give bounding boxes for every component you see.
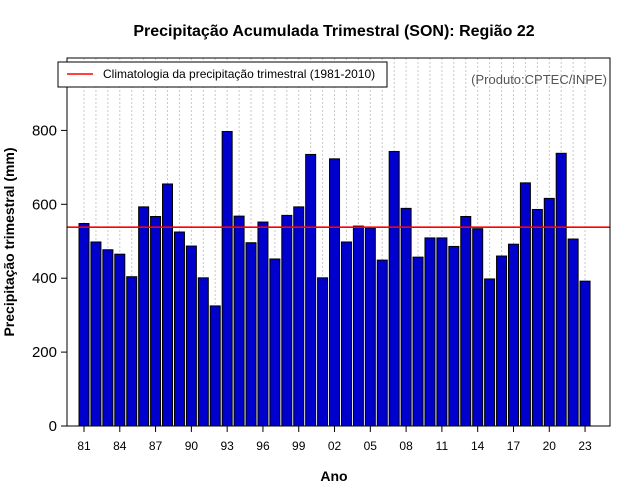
bar-2013 bbox=[460, 215, 472, 427]
bar-2001 bbox=[317, 277, 329, 427]
bar-2020 bbox=[543, 197, 555, 427]
y-axis: 0 200 400 600 800 bbox=[32, 122, 67, 435]
bar-2015 bbox=[484, 278, 496, 427]
x-tick-label: 93 bbox=[220, 439, 234, 453]
x-tick-label: 11 bbox=[436, 439, 449, 453]
bar-2006 bbox=[376, 259, 388, 427]
bar-1988 bbox=[162, 183, 174, 427]
x-tick-label: 81 bbox=[77, 439, 91, 453]
bar-2018 bbox=[519, 182, 531, 427]
bar-1994 bbox=[233, 215, 245, 427]
x-tick-label: 02 bbox=[328, 439, 342, 453]
y-tick-label: 600 bbox=[32, 196, 57, 213]
bar-2005 bbox=[364, 227, 376, 427]
bar-2008 bbox=[400, 207, 412, 427]
bar-1995 bbox=[245, 242, 257, 427]
x-tick-label: 08 bbox=[399, 439, 413, 453]
legend: Climatologia da precipitação trimestral … bbox=[57, 61, 388, 88]
bar-1987 bbox=[150, 215, 162, 427]
y-tick-label: 400 bbox=[32, 270, 57, 287]
bar-2017 bbox=[507, 243, 519, 427]
bar-2016 bbox=[496, 255, 508, 427]
y-tick-label: 800 bbox=[32, 122, 57, 139]
bar-2023 bbox=[579, 280, 591, 427]
y-tick-label: 0 bbox=[49, 418, 57, 435]
bar-1984 bbox=[114, 253, 126, 427]
x-tick-label: 17 bbox=[507, 439, 521, 453]
bar-2019 bbox=[531, 208, 543, 427]
bar-1982 bbox=[90, 241, 102, 427]
bar-1997 bbox=[269, 258, 281, 427]
y-tick-label: 200 bbox=[32, 344, 57, 361]
bar-1981 bbox=[78, 223, 90, 427]
bar-2004 bbox=[352, 225, 364, 427]
bar-2003 bbox=[340, 241, 352, 427]
legend-label: Climatologia da precipitação trimestral … bbox=[103, 67, 375, 81]
x-tick-label: 90 bbox=[185, 439, 199, 453]
x-tick-label: 14 bbox=[471, 439, 485, 453]
bar-1986 bbox=[138, 206, 150, 427]
bar-1983 bbox=[102, 249, 114, 427]
x-tick-label: 84 bbox=[113, 439, 127, 453]
bar-2007 bbox=[388, 150, 400, 427]
bar-2000 bbox=[305, 153, 317, 427]
bar-1991 bbox=[197, 277, 209, 427]
bar-2011 bbox=[436, 237, 448, 427]
x-axis: 81 84 87 90 93 96 99 02 05 08 11 14 17 20 23 bbox=[77, 426, 592, 453]
bar-1993 bbox=[221, 131, 233, 427]
y-axis-title: Precipitação trimestral (mm) bbox=[1, 147, 17, 336]
bar-2002 bbox=[329, 158, 341, 427]
x-tick-label: 20 bbox=[543, 439, 557, 453]
bar-2012 bbox=[448, 245, 460, 427]
bar-2014 bbox=[472, 228, 484, 427]
bar-2010 bbox=[424, 237, 436, 427]
bar-1992 bbox=[209, 305, 221, 427]
bar-1998 bbox=[281, 214, 293, 427]
bars bbox=[78, 131, 591, 427]
bar-1999 bbox=[293, 206, 305, 427]
x-tick-label: 23 bbox=[578, 439, 592, 453]
bar-2021 bbox=[555, 152, 567, 427]
bar-1990 bbox=[185, 245, 197, 427]
bar-2022 bbox=[567, 238, 579, 427]
chart-title: Precipitação Acumulada Trimestral (SON):… bbox=[133, 23, 534, 40]
credit-text: (Produto:CPTEC/INPE) bbox=[471, 72, 607, 87]
x-axis-title: Ano bbox=[320, 468, 347, 484]
bar-1985 bbox=[126, 276, 138, 427]
bar-1996 bbox=[257, 221, 269, 427]
x-tick-label: 96 bbox=[256, 439, 270, 453]
x-tick-label: 87 bbox=[149, 439, 163, 453]
plot-frame bbox=[66, 57, 611, 427]
legend-box bbox=[57, 61, 388, 88]
x-tick-label: 99 bbox=[292, 439, 306, 453]
bar-1989 bbox=[173, 231, 185, 427]
x-tick-label: 05 bbox=[364, 439, 378, 453]
bar-2009 bbox=[412, 256, 424, 427]
